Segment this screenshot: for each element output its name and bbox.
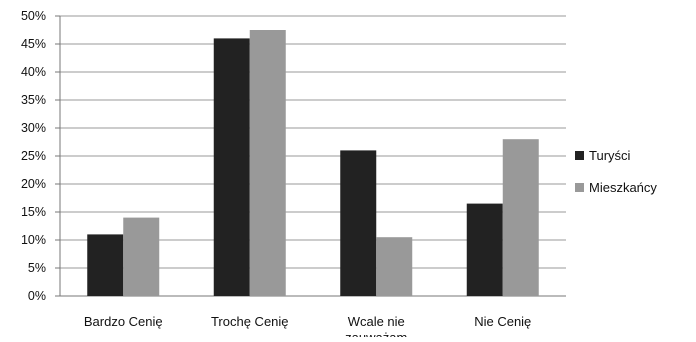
y-tick-label: 15% [21,205,46,219]
x-tick-label: Wcale niezauważam [345,314,407,337]
y-tick-labels: 0% 5% 10% 15% 20% 25% 30% 35% 40% 45% 50% [21,9,46,303]
bar-turysci [87,234,124,296]
x-tick-label: Nie Cenię [474,314,531,329]
y-tick-label: 5% [28,261,46,275]
y-tick-label: 0% [28,289,46,303]
bar-mieszkancy [376,237,413,296]
legend-swatch [575,151,584,160]
bar-turysci [340,150,377,296]
y-tick-label: 10% [21,233,46,247]
x-tick-label: Bardzo Cenię [84,314,163,329]
y-tick-label: 25% [21,149,46,163]
legend-label: Mieszkańcy [589,180,657,195]
x-tick-label: Trochę Cenię [211,314,289,329]
x-tick-labels: Bardzo Cenię Trochę Cenię Wcale niezauważa… [84,314,531,342]
bar-mieszkancy [502,139,539,296]
y-tick-label: 45% [21,37,46,51]
bar-turysci [213,38,250,297]
legend-swatch [575,183,584,192]
y-tick-label: 30% [21,121,46,135]
y-tick-label: 40% [21,65,46,79]
bar-mieszkancy [123,217,160,296]
bar-mieszkancy [249,30,286,296]
bar-turysci [466,203,503,296]
y-tick-label: 50% [21,9,46,23]
legend: Turyści Mieszkańcy [575,148,657,195]
legend-label: Turyści [589,148,631,163]
y-tick-label: 20% [21,177,46,191]
bars [87,30,539,297]
y-tick-label: 35% [21,93,46,107]
